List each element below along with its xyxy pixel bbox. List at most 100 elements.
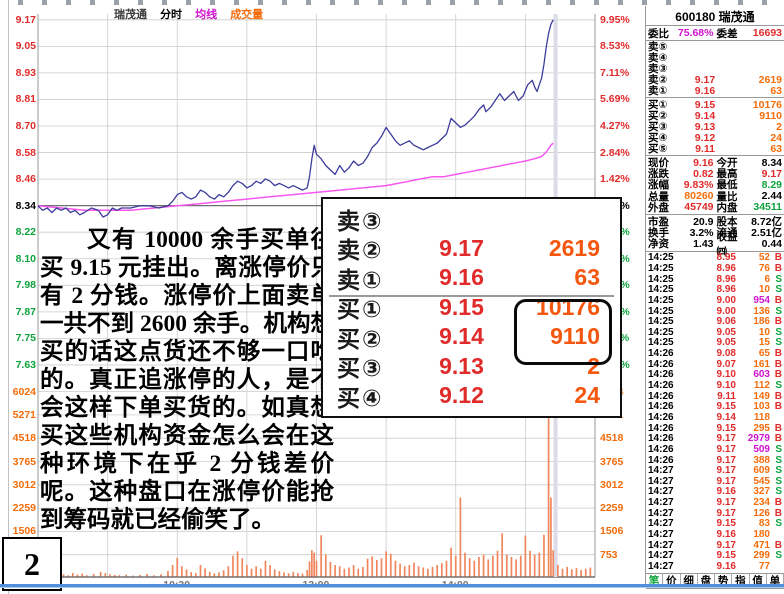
tick-time: 14:25	[648, 337, 674, 349]
tick-side: B	[774, 433, 782, 445]
tick-row: 14:25 9.05 15 S	[646, 337, 784, 349]
quote-level-row[interactable]: 卖② 9.17 2619	[646, 73, 784, 87]
tick-time: 14:26	[648, 443, 674, 455]
level-price: 9.13	[694, 120, 716, 133]
panel-tab-指[interactable]: 指	[732, 573, 750, 588]
tick-row: 14:26 9.11 149 B	[646, 391, 784, 402]
tick-price: 9.05	[716, 337, 736, 349]
tick-time: 14:27	[648, 465, 674, 477]
panel-tab-势[interactable]: 势	[715, 573, 733, 588]
quote-level-row[interactable]: 卖④	[646, 52, 784, 64]
tick-price: 9.17	[716, 454, 736, 466]
bid-levels: 买① 9.15 10176 买② 9.14 9110 买③ 9.13 2 买④ 9.12 24 买⑤ 9.…	[646, 99, 784, 156]
level-volume: 10176	[536, 293, 600, 320]
quote-level-row[interactable]: 卖⑤	[646, 41, 784, 53]
panel-tab-价[interactable]: 价	[663, 573, 681, 588]
info-value: 0.44	[761, 237, 782, 250]
level-price: 9.17	[694, 73, 716, 86]
tick-side: S	[775, 550, 782, 562]
quote-level-row[interactable]: 买② 9.14 9110	[646, 110, 784, 123]
tick-time: 14:25	[648, 305, 674, 317]
info-value: 80260	[684, 190, 714, 203]
weibi-label: 委比	[648, 27, 669, 40]
tick-row: 14:26 9.15 103 B	[646, 401, 784, 412]
tick-side: B	[774, 422, 782, 434]
info-label: 现价	[648, 157, 669, 170]
panel-tab-细[interactable]: 细	[681, 573, 698, 588]
tick-price: 9.10	[716, 369, 736, 381]
ma-line-label[interactable]: 均线	[195, 9, 218, 21]
quote-level-row[interactable]: 买④ 9.12 24	[646, 132, 784, 145]
info-value: 2.44	[761, 190, 782, 203]
timeshare-mode-label[interactable]: 分时	[160, 9, 183, 21]
panel-tab-笔[interactable]: 笔	[646, 573, 664, 588]
tick-price: 9.17	[716, 475, 736, 487]
tick-time: 14:27	[648, 518, 674, 530]
level-label: 卖⑤	[648, 41, 668, 53]
tick-side: B	[774, 252, 782, 264]
tick-side: B	[774, 507, 782, 519]
level-price: 9.13	[439, 352, 484, 379]
level-price: 9.16	[694, 84, 716, 97]
info-label: 今开	[716, 157, 738, 170]
quote-level-row[interactable]: 卖③	[646, 63, 784, 75]
tick-volume: 234	[753, 497, 770, 509]
tick-volume: 76	[758, 262, 770, 274]
quote-level-row[interactable]: 卖① 9.16 63	[646, 84, 784, 98]
level-volume: 63	[770, 142, 782, 155]
info-value: 9.17	[761, 167, 782, 180]
level-volume: 2	[776, 120, 782, 133]
window-bottom-edge	[0, 584, 784, 588]
tick-time: 14:27	[648, 475, 674, 487]
panel-tab-单[interactable]: 单	[767, 573, 784, 588]
tick-volume: 186	[753, 316, 770, 328]
panel-tab-bar: 笔价细盘势指值单	[646, 572, 784, 589]
tick-volume: 471	[753, 539, 770, 551]
tick-row: 14:26 9.14 118	[646, 412, 784, 423]
tick-row: 14:27 9.17 545 S	[646, 476, 784, 487]
tick-volume: 6	[764, 273, 770, 285]
info-value: 8.72亿	[751, 216, 782, 229]
info-label: 涨跌	[648, 168, 669, 181]
price-info-rows: 现价 9.16 今开 8.34 涨跌 0.82 最高 9.17 涨幅 9.83% 最低 8.29 总量 8…	[646, 156, 784, 214]
callout-quote-row: 买③ 9.13 2	[337, 352, 610, 382]
tick-volume: 10	[758, 284, 770, 296]
tick-volume: 77	[758, 560, 770, 572]
tick-row: 14:27 9.15 299 S	[646, 550, 784, 561]
tick-price: 9.17	[716, 443, 736, 455]
tick-price: 9.08	[716, 348, 736, 360]
tick-row: 14:25 8.95 52 B	[646, 253, 784, 264]
quote-level-row[interactable]: 买① 9.15 10176	[646, 99, 784, 112]
tick-time: 14:25	[648, 284, 674, 296]
level-label: 卖①	[337, 266, 384, 293]
panel-tab-值[interactable]: 值	[750, 573, 767, 588]
info-label: 换手	[648, 227, 669, 240]
tick-volume: 2979	[747, 433, 770, 445]
tick-side: B	[774, 390, 782, 402]
tick-volume: 83	[758, 518, 770, 530]
tick-side: S	[775, 380, 782, 392]
window-left-border	[8, 0, 9, 594]
callout-quote-row: 卖① 9.16 63	[337, 263, 610, 293]
info-value: 45749	[684, 201, 714, 214]
tick-time: 14:26	[648, 401, 674, 413]
tick-price: 9.07	[716, 358, 736, 370]
weibi-value: 75.68%	[677, 27, 714, 39]
window-top-ruler	[0, 0, 784, 5]
callout-quote-row: 买④ 9.12 24	[337, 381, 610, 411]
info-label: 外盘	[648, 201, 669, 214]
tick-list[interactable]: 14:25 8.95 52 B 14:25 8.96 76 B 14:25 8.96 6 S 14:25…	[646, 253, 784, 572]
info-row: 现价 9.16 今开 8.34	[646, 156, 784, 170]
callout-highlight-ring	[514, 299, 612, 365]
info-label: 流通	[716, 227, 738, 240]
tick-row: 14:27 9.17 609 S	[646, 465, 784, 476]
quote-level-row[interactable]: 买③ 9.13 2	[646, 120, 784, 134]
level-label: 卖③	[648, 63, 668, 75]
info-value: 9.16	[693, 156, 714, 169]
quote-level-row[interactable]: 买⑤ 9.11 63	[646, 142, 784, 156]
tick-side: S	[775, 305, 782, 317]
panel-tab-盘[interactable]: 盘	[698, 573, 715, 588]
weicha-label: 委差	[716, 27, 738, 40]
level-price: 9.15	[439, 293, 484, 320]
callout-quote-row: 买① 9.15 10176	[337, 293, 610, 323]
